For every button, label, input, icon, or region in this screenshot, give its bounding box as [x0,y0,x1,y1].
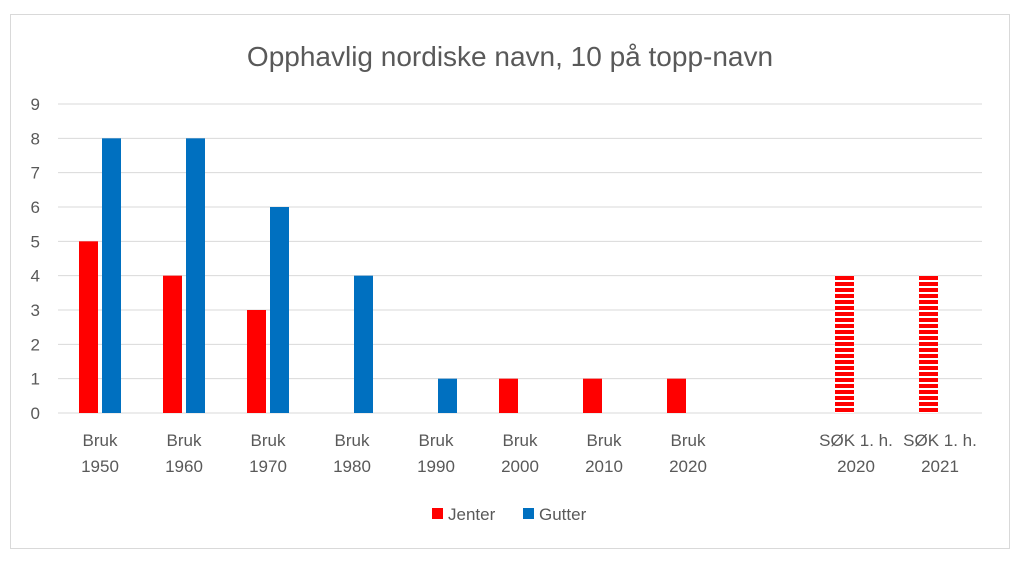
x-category-label: Bruk [419,431,454,450]
y-tick-label: 1 [31,370,40,389]
bar-jenter-10 [919,275,938,413]
bar-gutter-3 [354,275,373,413]
x-category-label: 2010 [585,457,623,476]
bar-jenter-5 [499,378,518,413]
x-category-label: Bruk [587,431,622,450]
bar-jenter-7 [667,378,686,413]
y-tick-label: 8 [31,129,40,148]
bar-jenter-9 [835,275,854,413]
x-category-label: Bruk [671,431,706,450]
x-category-label: SØK 1. h. [819,431,893,450]
chart-title: Opphavlig nordiske navn, 10 på topp-navn [247,41,773,72]
gridlines [58,103,982,414]
y-tick-label: 4 [31,267,40,286]
y-tick-label: 3 [31,301,40,320]
bar-gutter-0 [102,138,121,414]
y-tick-label: 5 [31,232,40,251]
bar-jenter-6 [583,378,602,413]
bar-jenter-2 [247,310,266,413]
x-category-label: 2020 [837,457,875,476]
x-category-label: 1970 [249,457,287,476]
bar-gutter-2 [270,207,289,413]
x-category-label: 1990 [417,457,455,476]
y-tick-label: 0 [31,404,40,423]
bar-gutter-1 [186,138,205,414]
legend-label-jenter: Jenter [448,505,496,524]
bar-jenter-1 [163,275,182,413]
x-category-label: Bruk [83,431,118,450]
bar-gutter-4 [438,378,457,413]
bar-jenter-0 [79,241,98,413]
x-category-label: Bruk [167,431,202,450]
x-category-label: Bruk [503,431,538,450]
bars [79,138,938,414]
x-axis-categories: Bruk 1950 Bruk 1960 Bruk 1970 Bruk 1980 Bruk 1990… [81,431,977,476]
legend: Jenter Gutter [432,505,587,524]
legend-swatch-jenter [432,508,443,519]
x-category-label: 2000 [501,457,539,476]
legend-swatch-gutter [523,508,534,519]
x-category-label: Bruk [335,431,370,450]
x-category-label: 1950 [81,457,119,476]
legend-label-gutter: Gutter [539,505,587,524]
x-category-label: Bruk [251,431,286,450]
x-category-label: 1960 [165,457,203,476]
x-category-label: 2020 [669,457,707,476]
y-tick-label: 6 [31,198,40,217]
x-category-label: SØK 1. h. [903,431,977,450]
y-tick-label: 9 [31,95,40,114]
y-tick-label: 7 [31,164,40,183]
x-category-label: 2021 [921,457,959,476]
y-tick-label: 2 [31,335,40,354]
x-category-label: 1980 [333,457,371,476]
y-axis-ticks: 0 1 2 3 4 5 6 7 8 9 [31,95,40,423]
